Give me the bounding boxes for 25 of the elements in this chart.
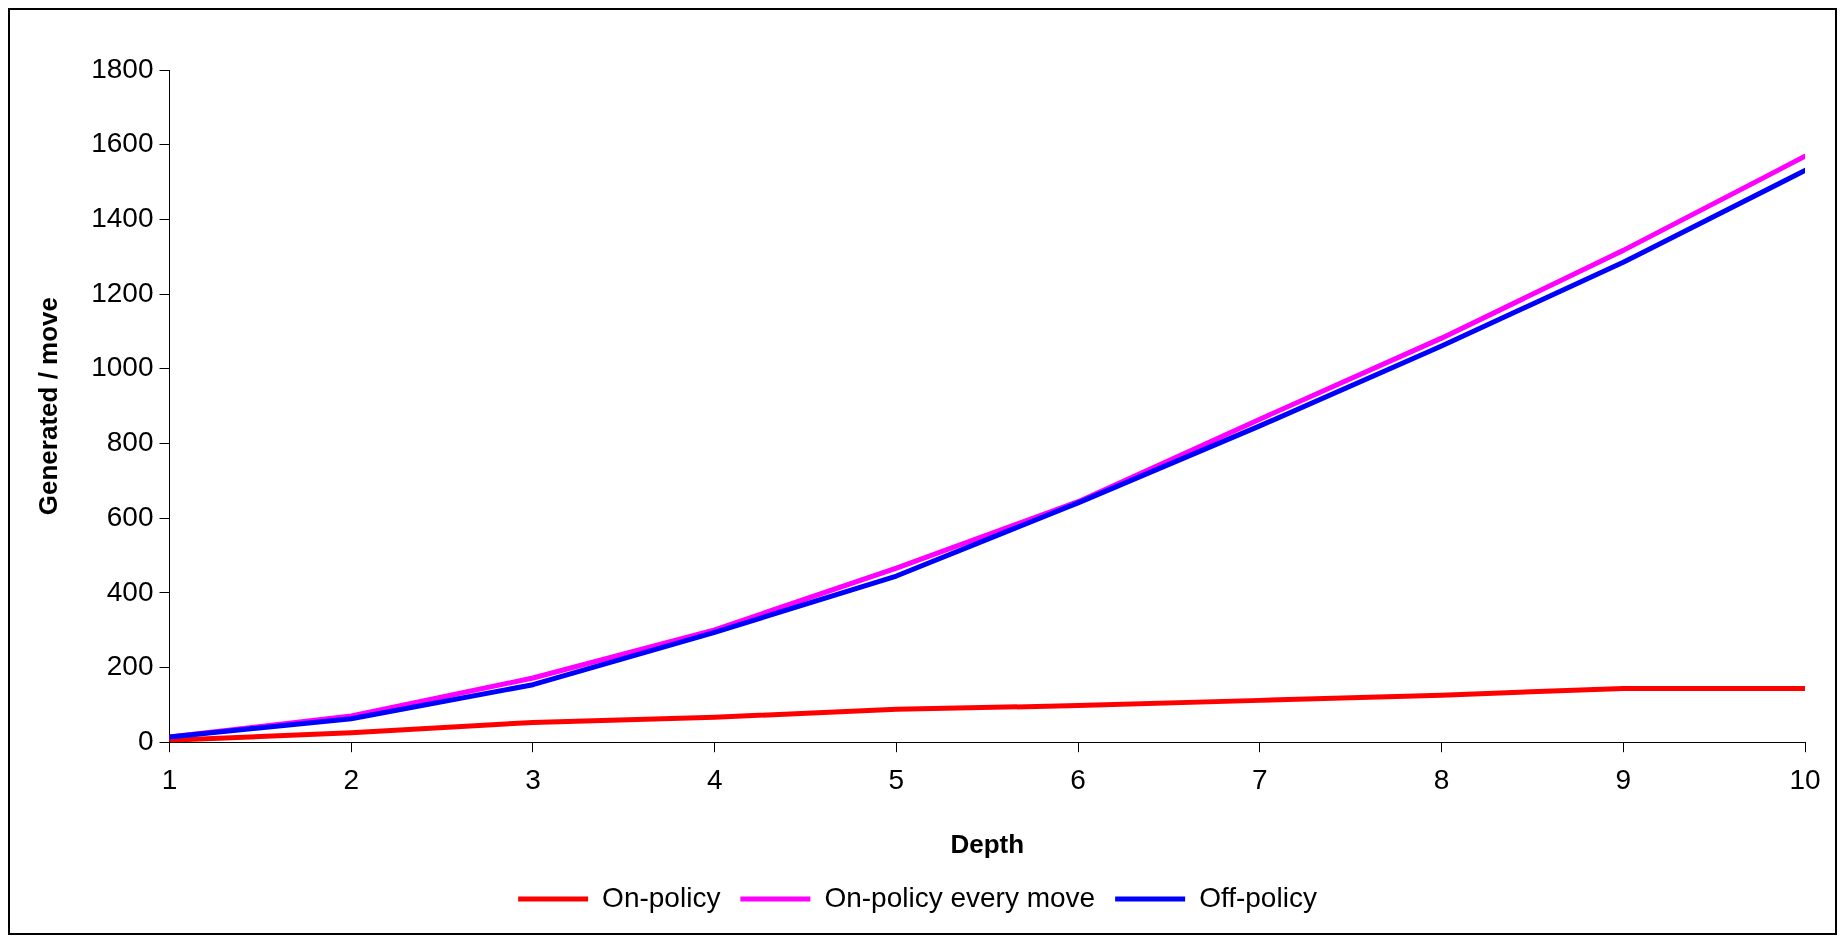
- legend-label: Off-policy: [1199, 881, 1317, 913]
- y-tick-label: 600: [106, 500, 154, 532]
- y-tick-label: 0: [137, 724, 154, 756]
- y-tick-label: 800: [106, 426, 154, 458]
- legend-label: On-policy every move: [824, 881, 1096, 913]
- y-axis-title: Generated / move: [32, 297, 63, 516]
- x-tick-label: 6: [1070, 763, 1086, 795]
- x-tick-label: 3: [525, 763, 541, 795]
- x-tick-label: 9: [1615, 763, 1632, 795]
- x-tick-label: 1: [161, 763, 178, 795]
- x-tick-label: 10: [1789, 763, 1821, 795]
- y-tick-label: 1000: [91, 351, 154, 383]
- x-axis-title: Depth: [950, 828, 1025, 859]
- x-tick-label: 8: [1433, 763, 1450, 795]
- y-tick-label: 200: [106, 650, 154, 682]
- x-tick-label: 2: [343, 763, 359, 795]
- y-tick-label: 1600: [91, 127, 154, 159]
- y-tick-label: 1200: [91, 276, 154, 308]
- y-tick-label: 1400: [91, 202, 154, 234]
- y-tick-label: 400: [106, 575, 154, 607]
- legend-label: On-policy: [602, 881, 721, 913]
- x-tick-label: 5: [888, 763, 905, 795]
- y-tick-label: 1800: [91, 52, 154, 84]
- x-tick-label: 7: [1252, 763, 1268, 795]
- x-tick-label: 4: [706, 763, 723, 795]
